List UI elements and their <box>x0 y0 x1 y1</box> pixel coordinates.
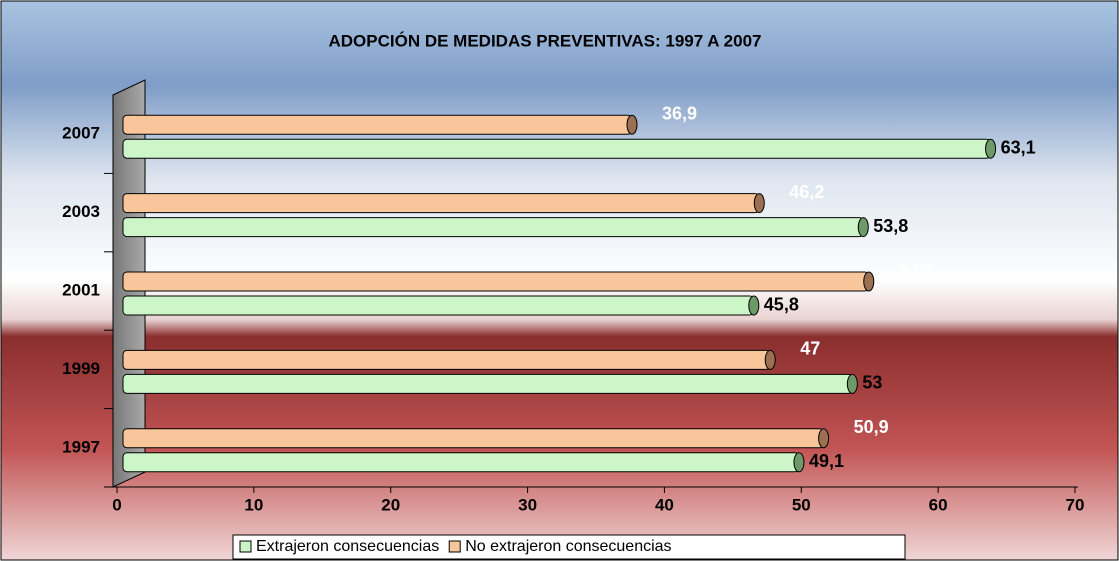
x-tick-label: 60 <box>929 495 948 514</box>
x-tick-label: 30 <box>518 495 537 514</box>
bar <box>122 193 760 214</box>
legend-label: No extrajeron consecuencias <box>465 538 671 555</box>
bar <box>122 373 853 394</box>
legend-label: Extrajeron consecuencias <box>256 538 439 555</box>
bar <box>122 428 825 449</box>
x-tick-label: 70 <box>1066 495 1085 514</box>
bar <box>122 217 864 238</box>
bar <box>122 138 992 159</box>
bar <box>122 349 771 370</box>
bar <box>122 114 633 135</box>
x-tick-label: 40 <box>655 495 674 514</box>
y-tick-label: 2001 <box>62 280 100 299</box>
y-tick-label: 2007 <box>62 124 100 143</box>
x-tick-label: 10 <box>244 495 263 514</box>
value-label: 50,9 <box>854 417 889 437</box>
value-label: 54,2 <box>899 260 934 280</box>
bar-cap <box>818 428 830 449</box>
y-tick-label: 2003 <box>62 202 100 221</box>
legend-swatch <box>239 540 252 553</box>
bar <box>122 271 870 292</box>
bar-cap <box>626 114 638 135</box>
chart-title: ADOPCIÓN DE MEDIDAS PREVENTIVAS: 1997 A … <box>329 31 762 50</box>
value-label: 49,1 <box>809 451 844 471</box>
bar-cap <box>793 452 805 473</box>
value-label: 47 <box>800 339 820 359</box>
value-label: 36,9 <box>662 103 697 123</box>
x-tick-label: 0 <box>112 495 121 514</box>
value-label: 63,1 <box>1001 137 1036 157</box>
y-tick-label: 1997 <box>62 437 100 456</box>
bar-cap <box>753 193 765 214</box>
legend-swatch <box>448 540 461 553</box>
bar-cap <box>985 138 997 159</box>
bar-cap <box>764 349 776 370</box>
x-tick-label: 20 <box>381 495 400 514</box>
legend <box>232 534 906 560</box>
x-tick-label: 50 <box>792 495 811 514</box>
value-label: 53,8 <box>873 216 908 236</box>
value-label: 53 <box>862 373 882 393</box>
bar-cap <box>846 373 858 394</box>
bar <box>122 452 800 473</box>
bar-cap <box>748 295 760 316</box>
bar-cap <box>863 271 875 292</box>
value-label: 46,2 <box>789 182 824 202</box>
value-label: 45,8 <box>764 294 799 314</box>
y-tick-label: 1999 <box>62 359 100 378</box>
bar-cap <box>857 217 869 238</box>
bar <box>122 295 755 316</box>
